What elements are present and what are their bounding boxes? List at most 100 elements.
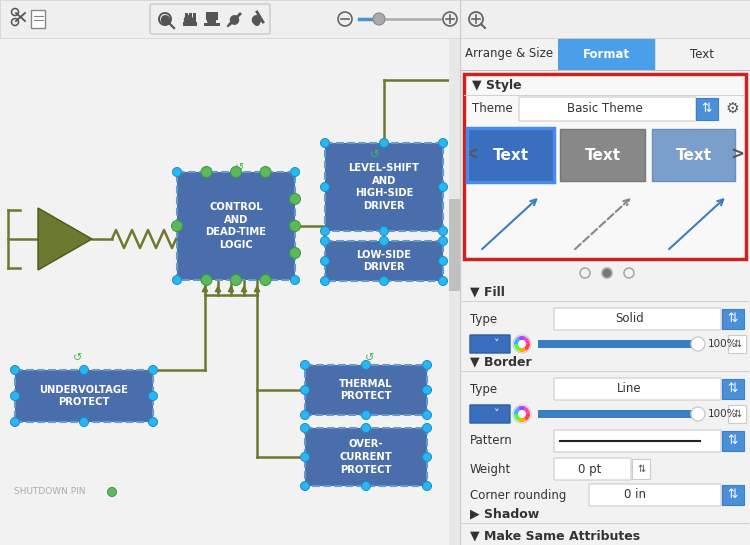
Text: Type: Type — [470, 383, 497, 396]
Text: ↺: ↺ — [365, 353, 375, 363]
Text: ▼ Style: ▼ Style — [472, 80, 522, 93]
Circle shape — [80, 366, 88, 374]
Text: ●: ● — [206, 13, 217, 26]
Circle shape — [290, 193, 301, 204]
FancyBboxPatch shape — [470, 335, 510, 353]
Circle shape — [362, 410, 370, 420]
Circle shape — [230, 275, 242, 286]
Text: Weight: Weight — [470, 463, 512, 475]
Circle shape — [301, 360, 310, 370]
Text: Pattern: Pattern — [470, 434, 513, 447]
Text: Solid: Solid — [615, 312, 644, 325]
Circle shape — [422, 452, 431, 462]
FancyBboxPatch shape — [632, 459, 650, 479]
Circle shape — [373, 13, 385, 25]
Circle shape — [518, 340, 526, 348]
Circle shape — [254, 20, 260, 26]
Text: Text: Text — [584, 148, 620, 162]
Circle shape — [230, 167, 242, 178]
Text: 0 pt: 0 pt — [578, 463, 602, 475]
Wedge shape — [514, 407, 522, 414]
FancyBboxPatch shape — [554, 430, 721, 452]
FancyBboxPatch shape — [554, 378, 721, 400]
Circle shape — [362, 360, 370, 370]
Text: Theme: Theme — [472, 101, 513, 114]
Circle shape — [439, 183, 448, 191]
Text: 100%: 100% — [708, 409, 737, 419]
Circle shape — [320, 237, 329, 245]
Bar — [460, 38, 558, 70]
Circle shape — [290, 167, 299, 177]
Circle shape — [320, 257, 329, 265]
Circle shape — [513, 405, 531, 423]
Circle shape — [301, 452, 310, 462]
Text: ●: ● — [229, 13, 239, 26]
Text: ↺: ↺ — [370, 150, 380, 160]
Circle shape — [422, 410, 431, 420]
FancyBboxPatch shape — [305, 365, 427, 415]
Circle shape — [602, 268, 612, 278]
Text: ⇅: ⇅ — [728, 488, 738, 501]
FancyBboxPatch shape — [728, 335, 746, 353]
Text: 0 in: 0 in — [624, 488, 646, 501]
Circle shape — [260, 167, 271, 178]
Text: 100%: 100% — [708, 339, 737, 349]
Text: >: > — [730, 146, 744, 164]
Circle shape — [232, 167, 241, 177]
Circle shape — [301, 385, 310, 395]
Text: CONTROL
AND
DEAD-TIME
LOGIC: CONTROL AND DEAD-TIME LOGIC — [206, 202, 266, 250]
Text: ⚙: ⚙ — [725, 100, 739, 116]
FancyBboxPatch shape — [470, 405, 510, 423]
Text: Text: Text — [493, 148, 529, 162]
Circle shape — [290, 247, 301, 258]
Bar — [185, 13, 188, 22]
Bar — [449, 38, 460, 545]
Circle shape — [320, 227, 329, 235]
Circle shape — [301, 481, 310, 490]
FancyBboxPatch shape — [449, 199, 460, 291]
Text: Text: Text — [676, 148, 712, 162]
Text: ●: ● — [160, 13, 170, 26]
Wedge shape — [518, 406, 526, 414]
Circle shape — [422, 423, 431, 433]
FancyBboxPatch shape — [722, 485, 744, 505]
FancyBboxPatch shape — [305, 428, 427, 486]
Text: THERMAL
PROTECT: THERMAL PROTECT — [339, 379, 393, 402]
FancyBboxPatch shape — [589, 484, 721, 506]
Text: Text: Text — [691, 47, 715, 60]
Bar — [0, 0, 460, 38]
Text: ⇅: ⇅ — [728, 312, 738, 325]
Wedge shape — [518, 336, 526, 344]
Bar — [193, 13, 196, 22]
FancyBboxPatch shape — [177, 172, 295, 280]
FancyBboxPatch shape — [560, 129, 645, 181]
Text: ˅: ˅ — [494, 409, 500, 419]
FancyBboxPatch shape — [325, 143, 443, 231]
Circle shape — [290, 276, 299, 284]
Text: Arrange & Size: Arrange & Size — [465, 47, 553, 60]
Wedge shape — [522, 344, 530, 351]
Wedge shape — [514, 344, 522, 351]
Wedge shape — [514, 414, 522, 421]
Circle shape — [439, 257, 448, 265]
Circle shape — [439, 237, 448, 245]
Circle shape — [513, 335, 531, 353]
Circle shape — [148, 366, 158, 374]
Text: ▼ Make Same Attributes: ▼ Make Same Attributes — [470, 530, 640, 542]
Circle shape — [518, 410, 526, 418]
Text: ⇅: ⇅ — [702, 101, 712, 114]
Text: Type: Type — [470, 312, 497, 325]
Wedge shape — [518, 344, 526, 352]
Bar — [538, 340, 698, 348]
Bar — [183, 22, 197, 26]
Circle shape — [10, 391, 20, 401]
Text: ⇅: ⇅ — [733, 409, 741, 419]
FancyBboxPatch shape — [519, 97, 696, 121]
Circle shape — [422, 360, 431, 370]
FancyBboxPatch shape — [696, 98, 718, 120]
Circle shape — [301, 410, 310, 420]
Bar — [538, 410, 698, 418]
Text: ⇅: ⇅ — [728, 383, 738, 396]
Circle shape — [172, 276, 182, 284]
Circle shape — [380, 276, 388, 286]
